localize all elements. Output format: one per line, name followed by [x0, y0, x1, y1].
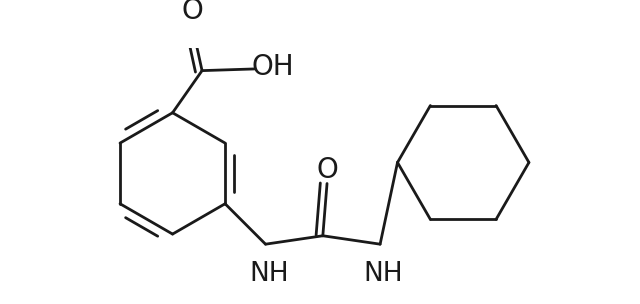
- Text: O: O: [316, 156, 338, 184]
- Text: O: O: [181, 0, 203, 25]
- Text: NH: NH: [364, 261, 403, 287]
- Text: OH: OH: [252, 53, 294, 81]
- Text: NH: NH: [249, 261, 289, 287]
